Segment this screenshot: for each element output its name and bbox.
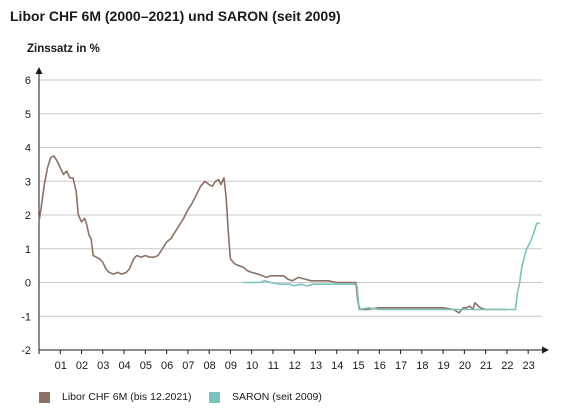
x-tick-label: 16: [374, 360, 386, 372]
x-axis-arrow: [542, 346, 549, 354]
x-tick-label: 03: [97, 360, 109, 372]
x-tick-label: 21: [480, 360, 492, 372]
x-tick-label: 15: [352, 360, 364, 372]
x-tick-label: 05: [140, 360, 152, 372]
y-tick-label: 6: [25, 75, 31, 87]
x-tick-label: 10: [246, 360, 258, 372]
y-tick-label: -2: [21, 345, 31, 357]
x-tick-label: 22: [501, 360, 513, 372]
x-tick-label: 12: [289, 360, 301, 372]
x-tick-label: 06: [161, 360, 173, 372]
x-tick-label: 11: [268, 360, 279, 372]
y-tick-label: 0: [25, 278, 31, 290]
x-tick-label: 13: [310, 360, 322, 372]
x-tick-label: 09: [225, 360, 237, 372]
y-tick-label: 4: [25, 143, 31, 155]
legend-item-libor: Libor CHF 6M (bis 12.2021): [39, 391, 192, 403]
x-tick-label: 18: [416, 360, 428, 372]
x-tick-label: 07: [182, 360, 194, 372]
legend-label-libor: Libor CHF 6M (bis 12.2021): [62, 391, 192, 403]
legend-label-saron: SARON (seit 2009): [232, 391, 322, 403]
series-line-saron: [243, 222, 540, 311]
y-tick-label: 3: [25, 176, 31, 188]
y-tick-label: 5: [25, 109, 31, 121]
x-tick-label: 17: [395, 360, 407, 372]
y-tick-label: -1: [21, 311, 31, 323]
x-tick-label: 20: [459, 360, 471, 372]
y-axis-arrow: [35, 67, 43, 74]
x-tick-label: 08: [204, 360, 216, 372]
x-tick-label: 14: [331, 360, 343, 372]
y-axis-label: Zinssatz in %: [27, 43, 100, 55]
x-tick-label: 04: [118, 360, 130, 372]
y-tick-label: 1: [25, 244, 31, 256]
x-tick-label: 02: [76, 360, 88, 372]
x-tick-label: 19: [437, 360, 449, 372]
series-line-libor: [38, 155, 506, 314]
x-tick-label: 01: [55, 360, 67, 372]
x-tick-label: 23: [523, 360, 535, 372]
legend-swatch-saron: [209, 391, 220, 403]
legend-item-saron: SARON (seit 2009): [209, 391, 322, 403]
chart-title: Libor CHF 6M (2000–2021) und SARON (seit…: [10, 8, 341, 24]
legend-swatch-libor: [39, 391, 50, 403]
y-tick-label: 2: [25, 210, 31, 222]
